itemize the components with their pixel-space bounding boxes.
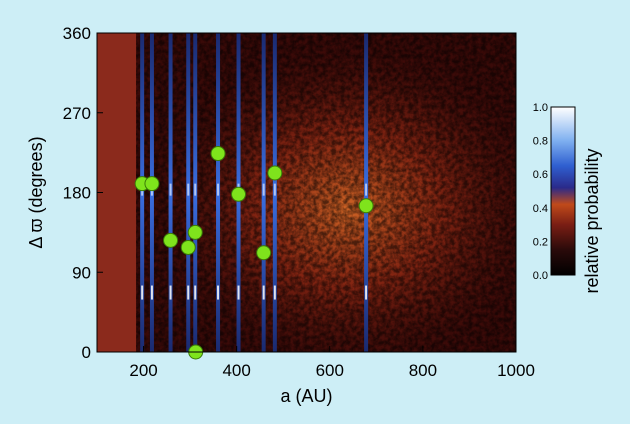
heatmap-noise — [136, 33, 517, 352]
vertical-line-highlight — [169, 285, 172, 300]
vertical-line-highlight — [150, 285, 153, 300]
vertical-line-highlight — [262, 183, 265, 196]
x-tick-label: 400 — [222, 361, 250, 380]
vertical-lines — [140, 33, 369, 352]
colorbar: 0.0 0.2 0.4 0.6 0.8 1.0 relative probability — [533, 102, 602, 294]
vertical-line-highlight — [194, 285, 197, 300]
vertical-line-highlight — [169, 183, 172, 196]
x-axis-label: a (AU) — [280, 386, 332, 406]
colorbar-label: relative probability — [582, 148, 602, 293]
y-tick-label: 90 — [72, 263, 91, 282]
y-tick-label: 270 — [63, 104, 91, 123]
vertical-line-highlight — [237, 285, 240, 300]
vertical-line-highlight — [262, 285, 265, 300]
colorbar-tick-label: 0.6 — [533, 169, 548, 181]
y-tick-label: 360 — [63, 24, 91, 43]
x-axis-ticks: 200 400 600 800 1000 — [129, 346, 535, 380]
colorbar-gradient — [550, 106, 576, 276]
vertical-line-highlight — [217, 285, 220, 300]
heatmap-flat-region — [97, 33, 137, 352]
colorbar-tick-label: 0.0 — [533, 270, 548, 282]
data-point — [187, 224, 203, 240]
data-point — [358, 198, 374, 214]
x-tick-label: 1000 — [497, 361, 535, 380]
x-tick-label: 600 — [316, 361, 344, 380]
data-point — [267, 165, 283, 181]
vertical-line-highlight — [187, 285, 190, 300]
vertical-line-highlight — [141, 285, 144, 300]
vertical-line-highlight — [187, 183, 190, 196]
vertical-line-highlight — [365, 285, 368, 300]
y-axis-label: Δ ϖ (degrees) — [26, 136, 46, 248]
vertical-line-highlight — [273, 183, 276, 196]
colorbar-ticks: 0.0 0.2 0.4 0.6 0.8 1.0 — [533, 102, 548, 282]
x-tick-label: 200 — [129, 361, 157, 380]
data-point — [144, 176, 160, 192]
vertical-line-highlight — [273, 285, 276, 300]
vertical-line-highlight — [365, 183, 368, 196]
vertical-line-highlight — [217, 183, 220, 196]
colorbar-tick-label: 1.0 — [533, 102, 548, 114]
vertical-line-highlight — [194, 183, 197, 196]
colorbar-tick-label: 0.2 — [533, 236, 548, 248]
data-point — [210, 146, 226, 162]
data-point — [231, 186, 247, 202]
data-point — [180, 239, 196, 255]
x-tick-label: 800 — [409, 361, 437, 380]
data-point — [256, 245, 272, 261]
y-axis-ticks: 0 90 180 270 360 — [63, 24, 103, 362]
y-tick-label: 180 — [63, 184, 91, 203]
y-tick-label: 0 — [82, 343, 91, 362]
plot-area — [96, 32, 517, 360]
colorbar-tick-label: 0.4 — [533, 203, 548, 215]
data-point — [163, 232, 179, 248]
data-points — [134, 146, 374, 360]
colorbar-tick-label: 0.8 — [533, 136, 548, 148]
